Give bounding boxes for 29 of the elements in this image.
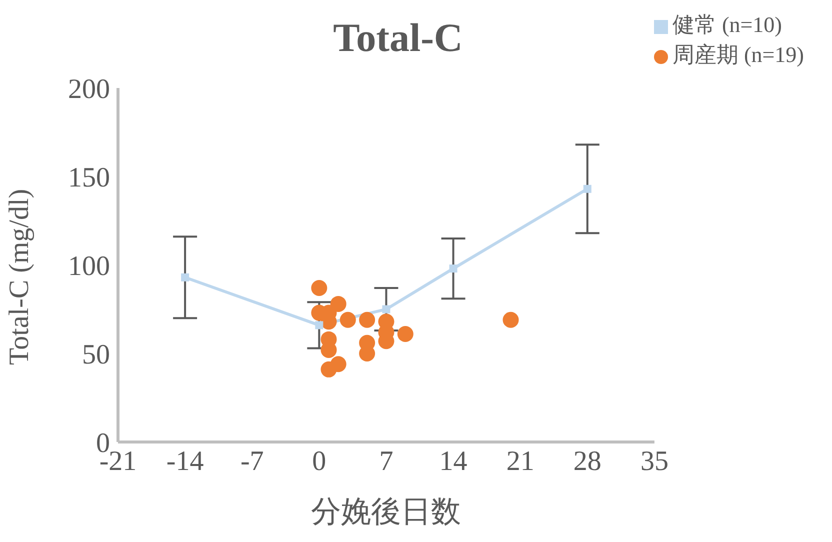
point — [330, 356, 346, 372]
y-tick-label: 200 — [68, 74, 110, 105]
point — [359, 312, 376, 328]
point — [397, 326, 414, 342]
legend-label: 周産期 (n=19) — [672, 42, 804, 67]
y-axis-title: Total-C (mg/dl) — [4, 188, 35, 365]
x-tick-label: 14 — [439, 446, 468, 477]
x-tick-label: 21 — [506, 446, 534, 477]
point — [449, 264, 458, 273]
point — [181, 273, 190, 282]
x-tick-label: -14 — [166, 446, 204, 477]
y-tick-label: 150 — [68, 162, 110, 194]
x-tick-label: 0 — [312, 446, 326, 477]
point — [330, 296, 346, 312]
point — [502, 312, 519, 328]
x-tick-label: 28 — [573, 446, 602, 477]
x-tick-label: 35 — [640, 446, 668, 477]
y-tick-label: 50 — [82, 339, 110, 370]
point — [315, 321, 324, 330]
point — [311, 280, 328, 296]
x-axis-title: 分娩後日数 — [311, 495, 462, 528]
y-tick-label: 100 — [68, 250, 110, 282]
x-tick-label: -7 — [240, 446, 264, 477]
point — [382, 305, 390, 314]
point — [340, 312, 356, 328]
chart-title: Total-C — [332, 14, 464, 61]
point — [583, 184, 592, 193]
x-tick-label: 7 — [379, 446, 394, 477]
legend-label: 健常 (n=10) — [672, 12, 782, 37]
